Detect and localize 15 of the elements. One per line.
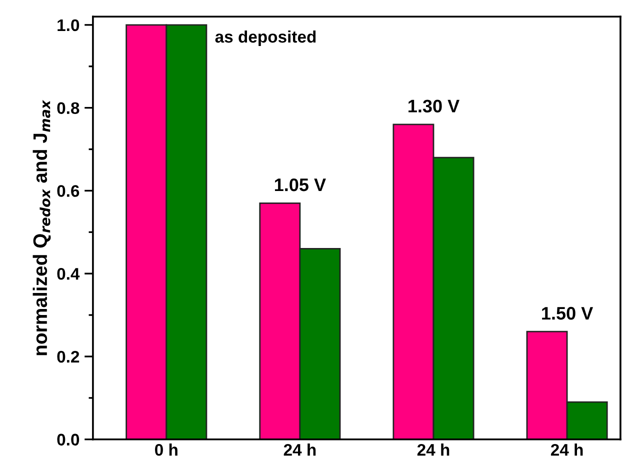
x-tick-label: 24 h: [550, 444, 583, 456]
annotation: 1.05 V: [274, 178, 326, 192]
y-tick-label: 0.0: [57, 434, 80, 446]
y-axis-title: normalized Q$_{redox}$ and J$_{max}$: [32, 100, 51, 356]
x-tick-label: 24 h: [417, 444, 450, 456]
annotation: as deposited: [215, 30, 316, 46]
x-tick-label: 0 h: [155, 444, 178, 456]
annotation: 1.50 V: [542, 306, 594, 320]
y-tick-label: 0.4: [57, 268, 80, 280]
x-tick-label: 24 h: [284, 444, 316, 456]
y-tick-label: 1.0: [58, 19, 80, 32]
y-tick-label: 0.8: [57, 102, 80, 114]
y-tick-label: 0.6: [57, 185, 80, 197]
y-tick-label: 0.2: [57, 350, 80, 363]
annotation: 1.30 V: [408, 100, 460, 113]
